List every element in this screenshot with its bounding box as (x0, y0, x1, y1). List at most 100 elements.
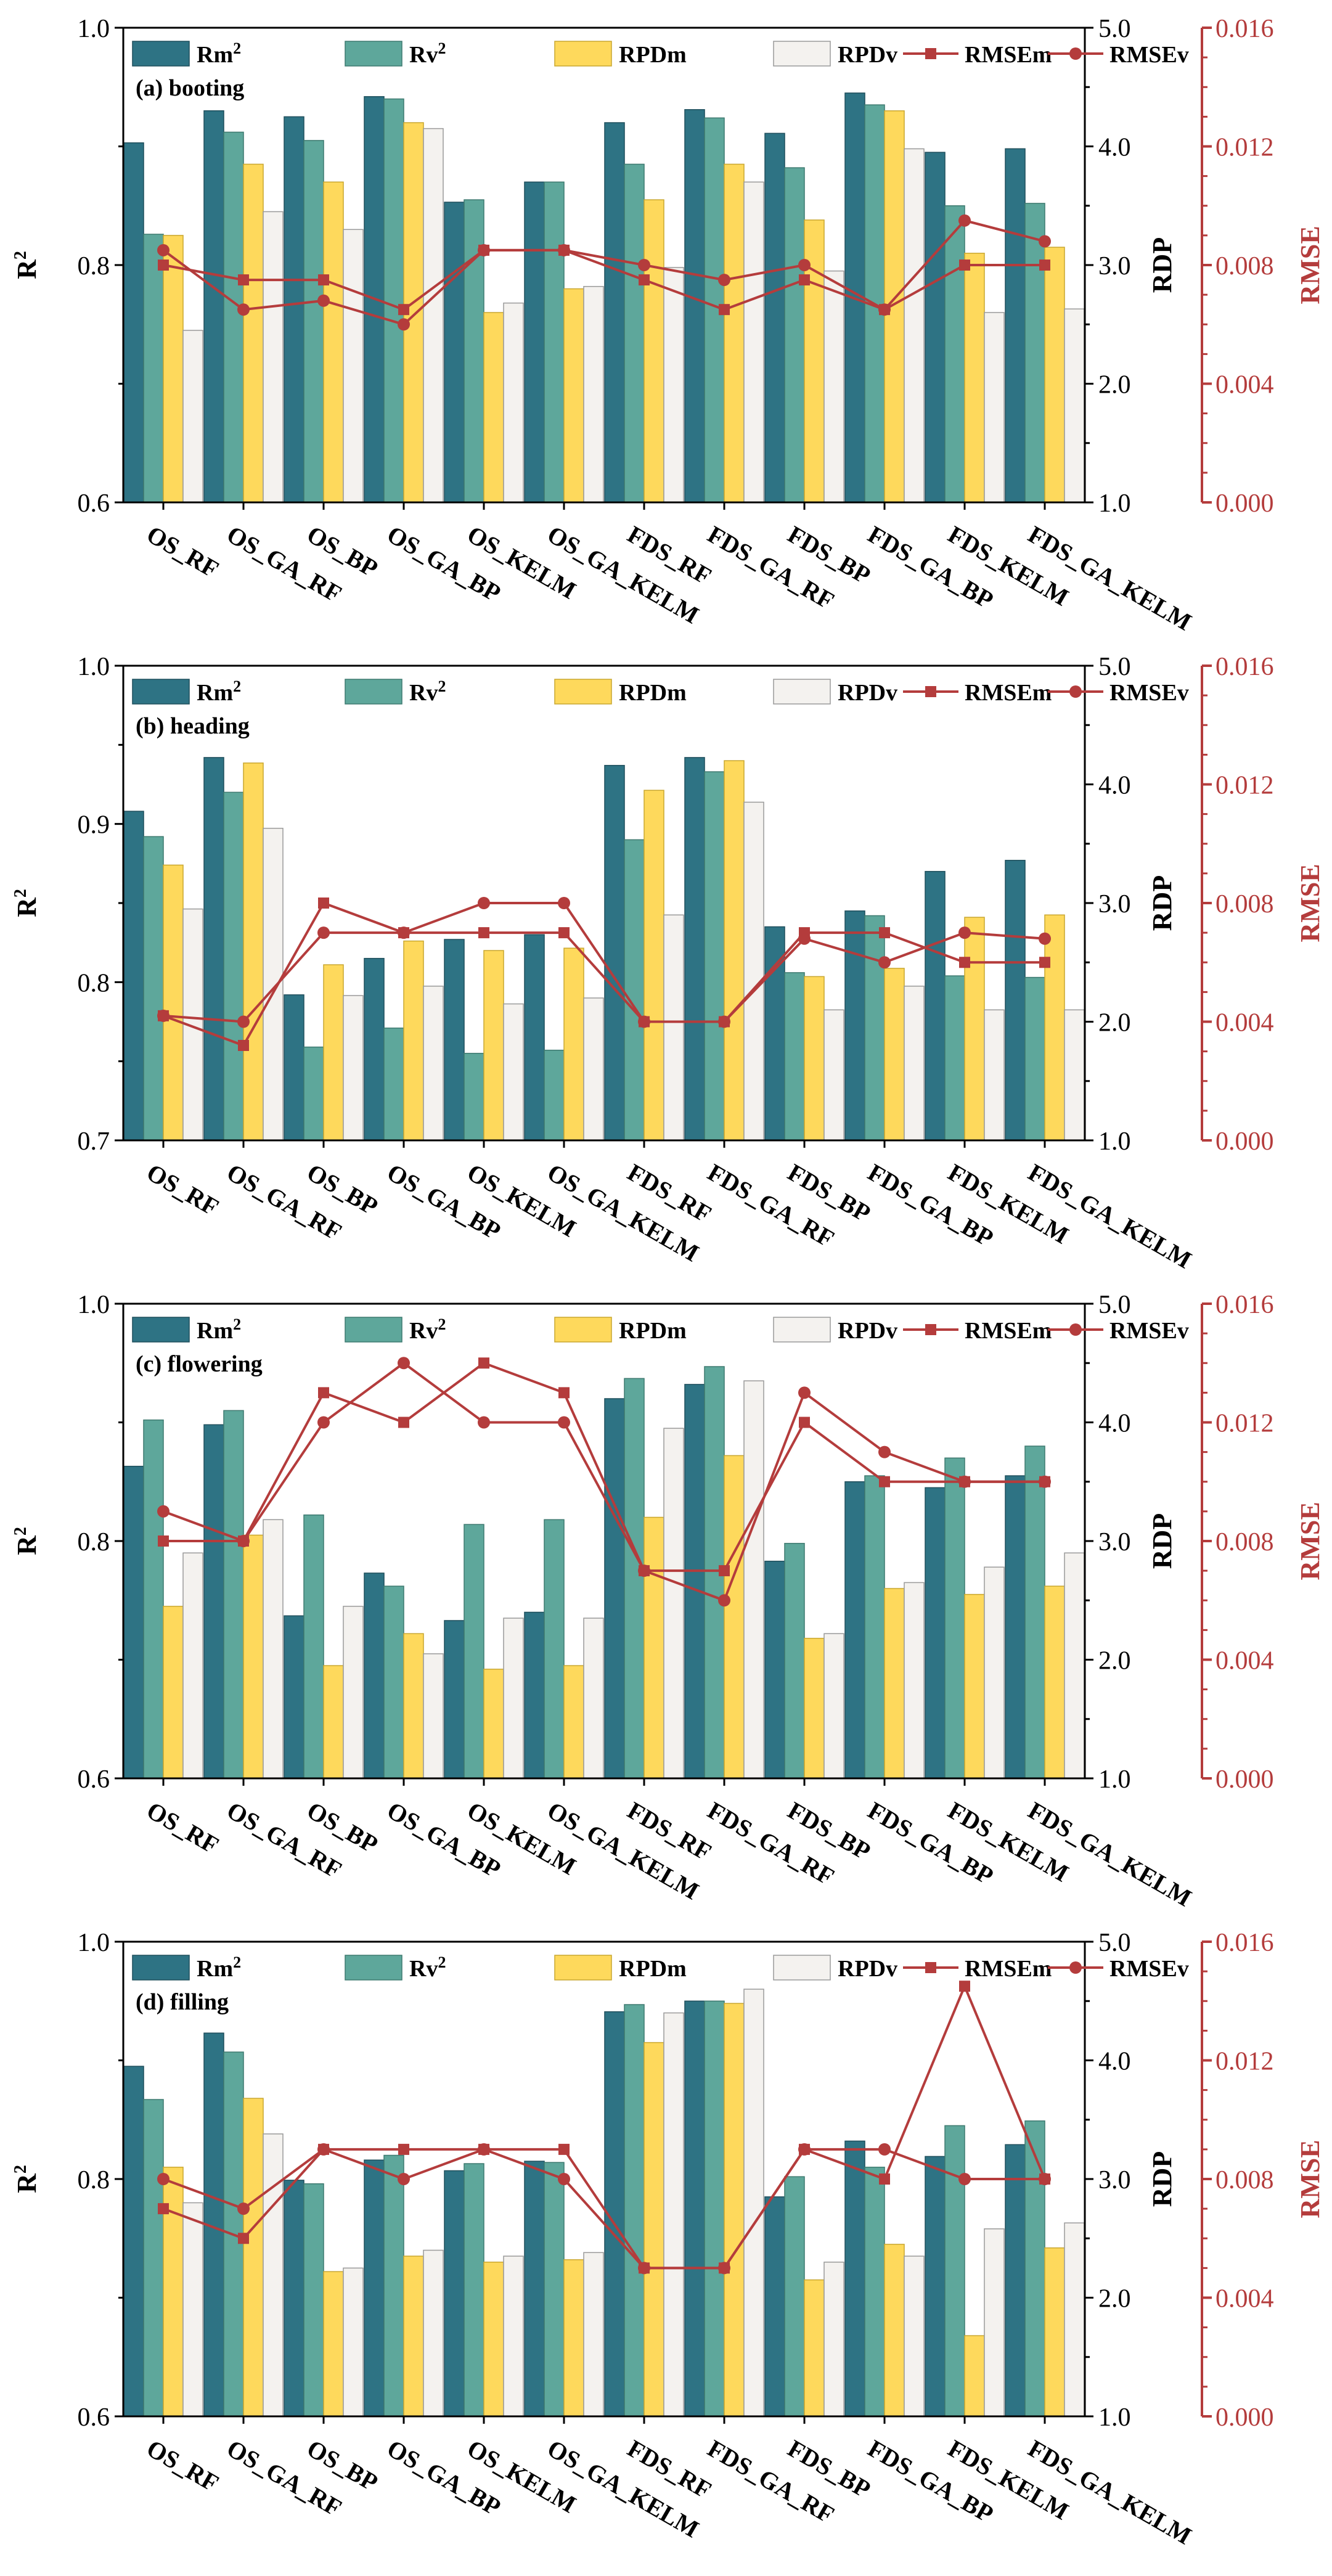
marker-rmsem-fds-kelm (959, 1981, 970, 1992)
rmse-tick-label: 0.012 (1216, 772, 1274, 800)
legend-item-5: RMSEm (903, 1318, 1052, 1344)
bar-rm2-os-ga-rf (203, 1424, 224, 1778)
chart-panel-3: 0.60.81.0R21.02.03.04.05.0RDP0.0000.0040… (11, 1291, 1325, 1912)
legend-label: RMSEv (1109, 1318, 1189, 1344)
bar-rv2-fds-ga-bp (864, 1475, 885, 1778)
rmse-tick-label: 0.008 (1216, 890, 1274, 918)
legend-item-2: Rv2 (345, 39, 446, 68)
bar-rm2-fds-rf (604, 764, 625, 1140)
bar-rm2-fds-kelm (925, 152, 946, 502)
marker-rmsem-os-ga-bp (398, 2143, 409, 2155)
legend-label-text: RMSEm (965, 42, 1052, 68)
bar-rpdv-fds-bp (823, 1633, 844, 1778)
marker-rmsev-fds-ga-kelm (1039, 2173, 1051, 2185)
bar-rm2-fds-bp (764, 133, 785, 502)
left-tick-label: 0.7 (78, 1127, 110, 1156)
marker-rmsev-os-ga-kelm (558, 1416, 570, 1429)
bar-rpdv-fds-kelm (984, 1009, 1005, 1140)
legend-item-3: RPDm (554, 1317, 687, 1344)
legend-label: Rm2 (197, 1953, 241, 1982)
rmse-tick-label: 0.016 (1216, 1291, 1274, 1319)
bar-rpdm-fds-ga-kelm (1044, 247, 1065, 502)
bar-rm2-fds-ga-bp (844, 1481, 865, 1778)
bar-rpdv-os-kelm (503, 1617, 524, 1778)
marker-rmsem-fds-ga-bp (879, 1476, 890, 1487)
bars-group (123, 1989, 1085, 2416)
bar-rpdv-os-ga-rf (263, 827, 284, 1140)
bar-rm2-fds-ga-kelm (1005, 859, 1026, 1140)
chart-panel-1: 0.60.81.0R21.02.03.04.05.0RDP0.0000.0040… (11, 15, 1325, 636)
legend-label-text: RMSEm (965, 680, 1052, 706)
legend-label-text: RMSEv (1109, 680, 1189, 706)
bar-rv2-os-bp (303, 1046, 324, 1140)
bar-rpdm-os-rf (163, 864, 184, 1140)
marker-rmsev-fds-kelm (958, 926, 971, 939)
marker-rmsev-fds-bp (798, 1386, 811, 1399)
left-tick-label: 0.8 (78, 969, 110, 997)
bar-rv2-fds-rf (624, 163, 645, 502)
legend-swatch (132, 1317, 190, 1343)
bar-rm2-os-rf (123, 811, 144, 1140)
left-tick-label: 0.9 (78, 811, 110, 840)
marker-rmsev-fds-kelm (958, 214, 971, 227)
bar-rv2-os-kelm (464, 2163, 484, 2416)
y-axis-label-base: R (12, 2173, 42, 2193)
bar-rv2-os-ga-rf (223, 791, 244, 1140)
bar-rv2-fds-kelm (944, 1457, 965, 1778)
bar-rpdv-os-rf (182, 2202, 203, 2416)
bar-rpdv-os-ga-rf (263, 1519, 284, 1778)
bar-rm2-os-kelm (444, 1620, 465, 1778)
bar-rpdv-os-rf (182, 330, 203, 502)
bar-rpdv-os-ga-kelm (583, 2252, 604, 2416)
marker-rmsev-os-kelm (478, 897, 490, 909)
marker-rmsev-os-ga-bp (398, 318, 410, 331)
bar-rv2-os-rf (143, 836, 164, 1140)
legend-item-4: RPDv (773, 679, 897, 706)
marker-rmsem-os-kelm (478, 1357, 489, 1369)
bar-rpdm-fds-ga-rf (724, 760, 745, 1140)
legend-label: Rm2 (197, 1315, 241, 1344)
legend-label: RPDv (838, 1956, 897, 1982)
legend-label: Rv2 (409, 677, 446, 706)
legend-item-5: RMSEm (903, 680, 1052, 706)
marker-rmsev-os-ga-kelm (558, 2173, 570, 2185)
marker-rmsem-fds-bp (799, 274, 810, 286)
bar-rpdm-fds-kelm (964, 917, 985, 1140)
legend-swatch (773, 679, 831, 705)
rmse-tick-label: 0.004 (1216, 1009, 1274, 1037)
rmse-tick-label: 0.016 (1216, 1929, 1274, 1957)
marker-rmsem-fds-ga-bp (879, 927, 890, 939)
rmse-tick-label: 0.004 (1216, 371, 1274, 399)
marker-rmsem-os-bp (318, 898, 329, 909)
bar-rv2-fds-rf (624, 2004, 645, 2416)
bar-rpdm-os-ga-kelm (563, 1665, 584, 1778)
chart-panel-2: 0.70.80.91.0R21.02.03.04.05.0RDP0.0000.0… (11, 653, 1325, 1274)
bar-rv2-fds-ga-kelm (1024, 976, 1045, 1140)
bar-rpdm-os-ga-rf (243, 1534, 264, 1778)
bar-rpdv-fds-ga-rf (743, 801, 764, 1140)
line-rmsev (162, 219, 1045, 326)
rdp-tick-label: 2.0 (1098, 371, 1131, 399)
marker-rmsev-fds-ga-rf (718, 2262, 730, 2275)
bar-rpdm-fds-rf (644, 2042, 664, 2416)
bar-rv2-fds-ga-kelm (1024, 1445, 1045, 1778)
legend-item-1: Rm2 (132, 1953, 241, 1982)
marker-rmsev-os-rf (157, 1505, 170, 1518)
bars-group (123, 92, 1085, 502)
panel-label: (c) flowering (136, 1351, 263, 1377)
legend-label: RMSEv (1109, 680, 1189, 706)
legend-marker-square (925, 1962, 936, 1973)
marker-rmsem-fds-kelm (959, 957, 970, 968)
x-tick-label-os-rf: OS_RF (142, 1796, 224, 1859)
bar-rm2-os-ga-bp (364, 958, 385, 1140)
bar-rpdm-os-rf (163, 1606, 184, 1778)
bar-rv2-fds-ga-rf (704, 2000, 725, 2416)
bar-rpdm-os-ga-kelm (563, 947, 584, 1140)
marker-rmsev-os-ga-rf (237, 303, 250, 316)
rmse-tick-label: 0.012 (1216, 134, 1274, 162)
rmse-tick-label: 0.012 (1216, 1410, 1274, 1438)
rmse-axis-label: RMSE (1295, 864, 1325, 942)
marker-rmsem-os-ga-rf (238, 2233, 249, 2244)
bar-rpdm-fds-ga-kelm (1044, 914, 1065, 1140)
legend-label-text: RMSEm (965, 1956, 1052, 1982)
